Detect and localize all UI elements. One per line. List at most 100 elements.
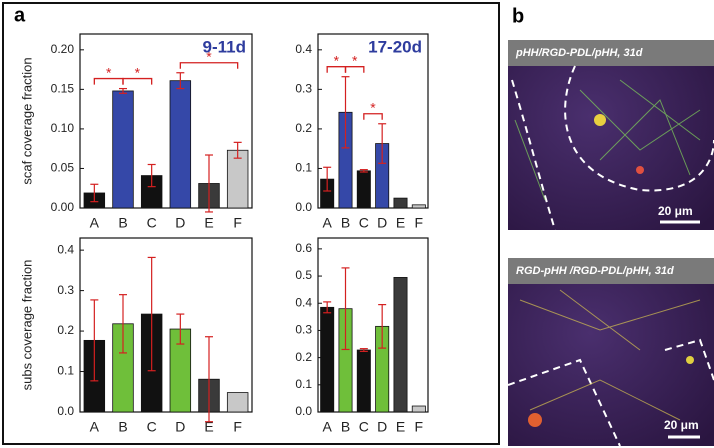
x-tick-label: F — [415, 215, 424, 231]
x-tick-label: D — [377, 419, 387, 435]
x-tick-label: C — [359, 419, 369, 435]
y-tick-label: 0.20 — [51, 42, 75, 56]
bar — [411, 204, 426, 209]
x-tick-label: E — [396, 419, 405, 435]
error-bar — [205, 154, 213, 213]
error-bar — [176, 313, 185, 345]
y-tick-label: 0.0 — [295, 404, 312, 418]
x-tick-label: A — [90, 215, 100, 231]
error-bar — [359, 169, 368, 173]
error-bar — [378, 304, 387, 349]
y-tick-label: 0.3 — [57, 283, 74, 297]
bar — [226, 392, 249, 413]
y-tick-label: 0.2 — [295, 121, 312, 135]
error-bar — [119, 294, 127, 354]
y-axis-label: subs coverage fraction — [19, 260, 34, 391]
significance-label: * — [135, 64, 141, 80]
y-tick-label: 0.10 — [51, 121, 75, 135]
panel-a-frame — [2, 2, 500, 445]
chart-title: 17-20d — [368, 37, 422, 56]
x-tick-label: B — [341, 419, 350, 435]
error-bar — [147, 256, 156, 372]
plot-frame — [317, 237, 429, 413]
x-tick-label: E — [204, 215, 213, 231]
x-tick-label: F — [233, 215, 242, 231]
error-bar — [323, 301, 332, 314]
x-tick-label: D — [175, 215, 185, 231]
significance-bracket — [179, 62, 239, 69]
y-tick-label: 0.1 — [295, 377, 312, 391]
significance-bracket — [344, 66, 365, 73]
error-bar — [341, 267, 350, 351]
error-bar — [176, 72, 185, 90]
x-tick-label: C — [359, 215, 369, 231]
y-tick-label: 0.1 — [295, 161, 312, 175]
y-tick-label: 0.00 — [51, 200, 75, 214]
y-tick-label: 0.2 — [57, 323, 74, 337]
error-bar — [90, 183, 99, 203]
x-tick-label: B — [118, 419, 127, 435]
x-tick-label: F — [415, 419, 424, 435]
y-tick-label: 0.2 — [295, 350, 312, 364]
x-tick-label: E — [204, 419, 213, 435]
y-tick-label: 0.4 — [57, 242, 74, 256]
panel-label: b — [512, 5, 524, 27]
error-bar — [90, 299, 99, 382]
significance-label: * — [370, 99, 376, 115]
significance-label: * — [334, 52, 340, 68]
bar — [393, 197, 408, 209]
plot-frame — [79, 33, 253, 209]
bar — [112, 90, 134, 209]
x-tick-label: B — [341, 215, 350, 231]
x-tick-label: C — [147, 215, 157, 231]
image-caption: RGD-pHH /RGD-PDL/pHH, 31d — [516, 265, 674, 277]
significance-label: * — [106, 64, 112, 80]
bar — [226, 149, 249, 209]
significance-label: * — [352, 52, 358, 68]
y-tick-label: 0.1 — [57, 364, 74, 378]
x-tick-label: C — [147, 419, 157, 435]
error-bar — [119, 87, 127, 94]
scale-bar-label: 20 μm — [658, 204, 693, 218]
y-tick-label: 0.3 — [295, 82, 312, 96]
x-tick-label: D — [175, 419, 185, 435]
error-bar — [233, 141, 242, 159]
error-bar — [359, 348, 368, 352]
y-tick-label: 0.6 — [295, 241, 312, 255]
x-tick-label: B — [118, 215, 127, 231]
error-bar — [147, 163, 156, 188]
y-tick-label: 0.0 — [57, 404, 74, 418]
y-tick-label: 0.05 — [51, 161, 75, 175]
plot-frame — [317, 33, 429, 209]
y-tick-label: 0.0 — [295, 200, 312, 214]
bar — [320, 306, 335, 413]
x-tick-label: A — [90, 419, 100, 435]
significance-bracket — [363, 113, 383, 120]
significance-label: * — [206, 48, 212, 64]
significance-bracket — [122, 77, 153, 85]
y-tick-label: 0.15 — [51, 82, 75, 96]
bar — [169, 80, 192, 209]
plot-frame — [79, 237, 253, 413]
y-axis-label: scaf coverage fraction — [19, 57, 34, 184]
micrograph: pHH/RGD-PDL/pHH, 31d 20 μm — [508, 40, 714, 231]
x-tick-label: D — [377, 215, 387, 231]
y-tick-label: 0.3 — [295, 323, 312, 337]
x-tick-label: A — [322, 419, 332, 435]
error-bar — [323, 166, 332, 192]
x-tick-label: A — [322, 215, 332, 231]
error-bar — [341, 76, 350, 149]
scale-bar-label: 20 μm — [664, 418, 699, 432]
micrograph: RGD-pHH /RGD-PDL/pHH, 31d 20 μm — [507, 258, 714, 447]
bar — [356, 170, 371, 209]
chart-title: 9-11d — [203, 37, 246, 56]
y-tick-label: 0.4 — [295, 295, 312, 309]
image-caption: pHH/RGD-PDL/pHH, 31d — [515, 47, 643, 59]
bar — [411, 405, 426, 413]
error-bar — [205, 336, 213, 423]
y-tick-label: 0.5 — [295, 268, 312, 282]
x-tick-label: E — [396, 215, 405, 231]
panel-label: a — [14, 4, 26, 26]
error-bar — [378, 123, 387, 164]
